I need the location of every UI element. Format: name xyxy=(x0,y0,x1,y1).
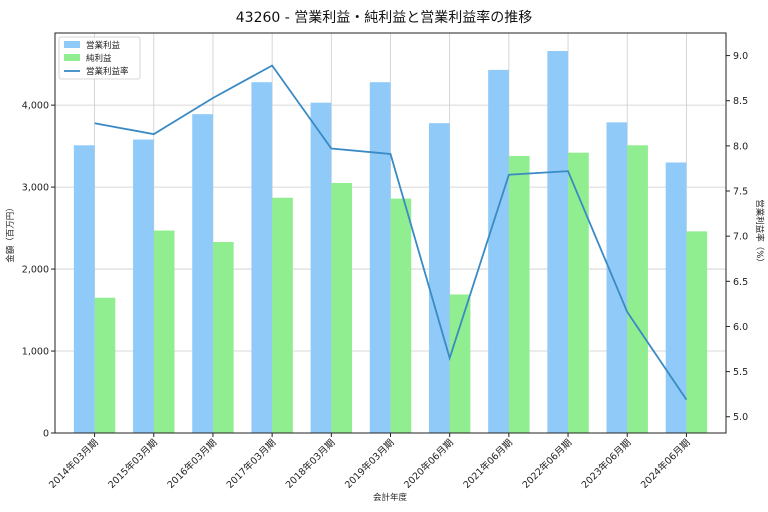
legend-entry: 営業利益率 xyxy=(86,66,129,77)
net-profit-bar xyxy=(508,155,530,434)
operating-profit-bar xyxy=(310,102,332,434)
y-tick-label: 3,000 xyxy=(22,183,49,194)
y2-axis-label: 営業利益率（%） xyxy=(754,199,765,267)
x-tick-label: 2020年06月期 xyxy=(402,437,456,491)
legend-entry: 純利益 xyxy=(86,53,112,64)
operating-profit-bar xyxy=(606,122,628,433)
x-tick-label: 2015年03月期 xyxy=(106,437,160,491)
y2-tick-label: 5.0 xyxy=(733,412,748,423)
net-profit-bar xyxy=(627,145,648,433)
bars-layer xyxy=(73,51,708,434)
x-tick-label: 2017年03月期 xyxy=(224,437,278,491)
x-tick-label: 2024年06月期 xyxy=(638,437,692,491)
operating-profit-bar xyxy=(428,123,450,433)
x-tick-label: 2022年06月期 xyxy=(520,437,574,491)
net-profit-bar xyxy=(449,294,471,433)
operating-profit-bar xyxy=(369,82,391,433)
y2-tick-label: 6.0 xyxy=(733,322,748,333)
chart-title: 43260 - 営業利益・純利益と営業利益率の推移 xyxy=(236,9,533,26)
legend-entry: 営業利益 xyxy=(86,40,121,51)
y2-tick-label: 7.5 xyxy=(733,187,748,198)
x-tick-label: 2018年03月期 xyxy=(283,437,337,491)
net-profit-bar xyxy=(272,197,293,433)
operating-profit-bar xyxy=(547,51,569,434)
y-tick-label: 2,000 xyxy=(22,265,49,276)
operating-profit-bar xyxy=(251,82,273,433)
y2-tick-label: 8.0 xyxy=(733,141,748,152)
x-axis-label: 会計年度 xyxy=(373,492,408,503)
x-tick-label: 2014年03月期 xyxy=(46,437,100,491)
legend-swatch xyxy=(64,41,80,48)
y-axis-label: 金額（百万円） xyxy=(5,203,16,263)
net-profit-bar xyxy=(153,230,175,433)
y2-tick-label: 5.5 xyxy=(733,367,748,378)
y-tick-label: 1,000 xyxy=(22,347,49,358)
net-profit-bar xyxy=(94,297,116,433)
y2-tick-label: 7.0 xyxy=(733,232,748,243)
operating-profit-bar xyxy=(488,69,509,433)
operating-profit-bar xyxy=(133,139,154,433)
y2-tick-label: 9.0 xyxy=(733,51,748,62)
y-tick-label: 4,000 xyxy=(22,101,49,112)
x-tick-label: 2019年03月期 xyxy=(342,437,396,491)
y-tick-label: 0 xyxy=(43,429,49,440)
y2-tick-label: 8.5 xyxy=(733,96,748,107)
net-profit-bar xyxy=(568,152,589,434)
x-tick-label: 2021年06月期 xyxy=(461,437,515,491)
net-profit-bar xyxy=(212,242,234,433)
net-profit-bar xyxy=(686,231,708,433)
operating-profit-bar xyxy=(665,162,687,434)
net-profit-bar xyxy=(331,183,353,433)
x-tick-label: 2023年06月期 xyxy=(579,437,633,491)
x-tick-label: 2016年03月期 xyxy=(165,437,219,491)
y2-tick-label: 6.5 xyxy=(733,277,748,288)
legend-swatch xyxy=(64,54,80,61)
operating-profit-bar xyxy=(192,114,213,434)
operating-profit-bar xyxy=(73,145,95,433)
line-layer xyxy=(94,64,688,401)
net-profit-bar xyxy=(390,198,412,433)
